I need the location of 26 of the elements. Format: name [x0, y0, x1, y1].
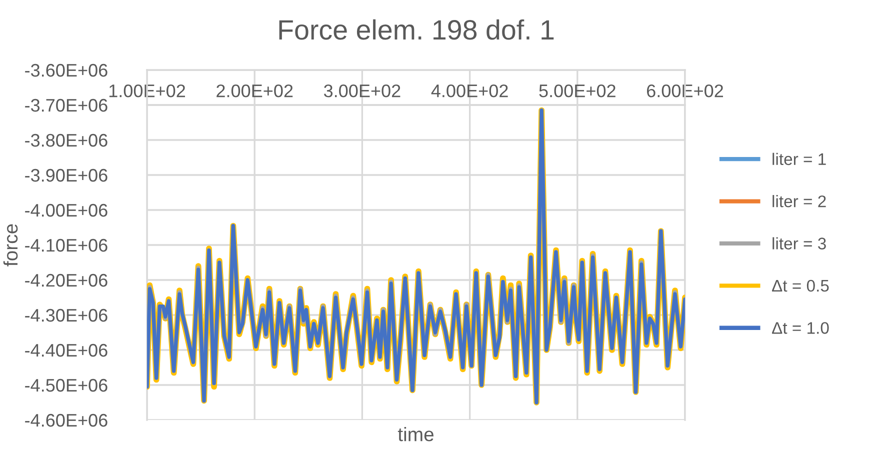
y-tick-label: -4.30E+06 — [25, 308, 108, 322]
x-axis-title: time — [398, 427, 434, 442]
legend-label: Δt = 1.0 — [772, 322, 829, 334]
y-tick-label: -3.60E+06 — [25, 64, 108, 77]
x-tick-label: 4.00E+02 — [431, 84, 508, 98]
y-tick-label: -4.60E+06 — [25, 414, 108, 427]
legend-label: liter = 1 — [772, 152, 826, 166]
line-series — [147, 108, 685, 404]
x-tick-label: 5.00E+02 — [539, 84, 616, 98]
y-tick-label: -3.70E+06 — [25, 98, 108, 112]
y-tick-label: -4.10E+06 — [25, 238, 108, 252]
y-tick-label: -4.20E+06 — [25, 274, 108, 287]
y-tick-label: -3.90E+06 — [25, 168, 108, 182]
y-axis-title: force — [3, 224, 18, 266]
legend-label: liter = 2 — [772, 195, 826, 208]
x-tick-label: 2.00E+02 — [216, 84, 293, 98]
y-tick-label: -4.00E+06 — [25, 204, 108, 217]
y-tick-label: -3.80E+06 — [25, 134, 108, 147]
legend-label: liter = 3 — [772, 237, 826, 250]
x-tick-label: 1.00E+02 — [109, 84, 185, 98]
y-tick-label: -4.40E+06 — [25, 344, 108, 357]
chart-title: Force elem. 198 dof. 1 — [279, 19, 554, 40]
x-tick-label: 6.00E+02 — [647, 84, 723, 98]
legend-label: Δt = 0.5 — [772, 280, 829, 292]
x-tick-label: 3.00E+02 — [324, 84, 400, 98]
y-tick-label: -4.50E+06 — [25, 378, 108, 392]
